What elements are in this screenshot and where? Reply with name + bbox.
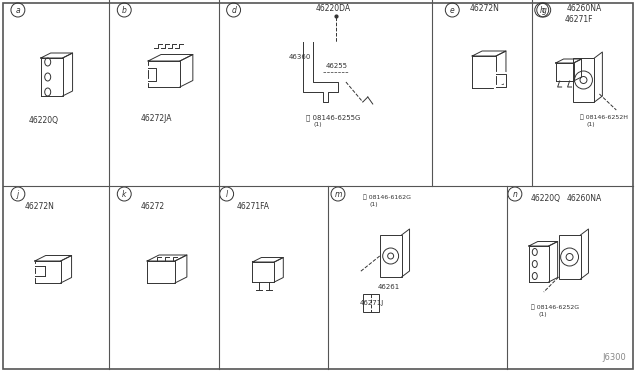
Text: l: l: [225, 189, 228, 199]
Ellipse shape: [45, 58, 51, 66]
Text: 46271FA: 46271FA: [237, 202, 270, 211]
Bar: [559, 235, 580, 279]
Ellipse shape: [532, 260, 537, 267]
Text: 46255: 46255: [326, 63, 348, 69]
Text: 46271F: 46271F: [564, 15, 593, 24]
Text: k: k: [122, 189, 127, 199]
Bar: [573, 58, 595, 102]
Text: J6300: J6300: [602, 353, 626, 362]
Text: d: d: [231, 6, 236, 15]
Text: 46260NA: 46260NA: [567, 4, 602, 13]
Text: 46261: 46261: [378, 284, 400, 290]
Ellipse shape: [45, 73, 51, 81]
Ellipse shape: [532, 248, 537, 256]
Text: j: j: [17, 189, 19, 199]
Text: Ⓑ 08146-6255G: Ⓑ 08146-6255G: [306, 114, 360, 121]
Text: a: a: [15, 6, 20, 15]
Text: e: e: [450, 6, 454, 15]
Text: 46271J: 46271J: [360, 300, 384, 306]
Text: Ⓢ 08146-6252H: Ⓢ 08146-6252H: [579, 114, 627, 119]
Text: 46220Q: 46220Q: [29, 116, 59, 125]
Text: 46272: 46272: [141, 202, 165, 211]
Ellipse shape: [532, 273, 537, 279]
Bar: [363, 294, 379, 312]
Text: 46272JA: 46272JA: [140, 114, 172, 123]
Text: 46260NA: 46260NA: [566, 194, 602, 203]
Text: n: n: [513, 189, 517, 199]
Text: 46272N: 46272N: [25, 202, 54, 211]
Text: g: g: [541, 6, 546, 15]
Text: Ⓢ 08146-6162G: Ⓢ 08146-6162G: [363, 194, 411, 200]
Text: 46220DA: 46220DA: [316, 4, 351, 13]
Text: Ⓢ 08146-6252G: Ⓢ 08146-6252G: [531, 304, 579, 310]
Text: (1): (1): [313, 122, 322, 127]
Text: 46220Q: 46220Q: [531, 194, 561, 203]
Text: 46272N: 46272N: [469, 4, 499, 13]
Text: (1): (1): [586, 122, 595, 127]
Text: b: b: [122, 6, 127, 15]
Bar: [380, 235, 401, 277]
Text: (1): (1): [370, 202, 378, 207]
Text: (1): (1): [539, 312, 547, 317]
Text: 46360: 46360: [288, 54, 310, 60]
Text: m: m: [334, 189, 342, 199]
Text: h: h: [540, 6, 544, 15]
Ellipse shape: [45, 88, 51, 96]
